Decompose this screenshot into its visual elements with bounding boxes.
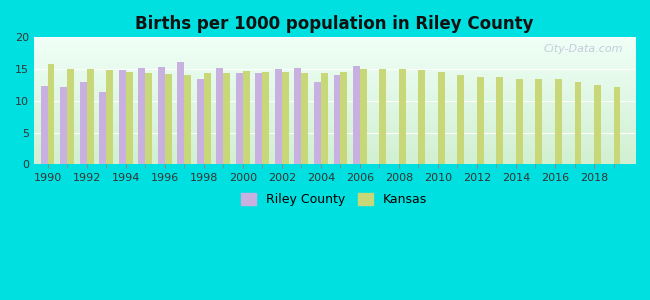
Bar [294,68,302,164]
Bar [575,82,581,164]
Bar [516,79,523,164]
Bar [438,72,445,164]
Bar [197,79,203,164]
Bar [125,72,133,164]
Bar [145,74,152,164]
Bar [60,87,67,164]
Bar [321,73,328,164]
Bar [80,82,86,164]
Bar [341,72,347,164]
Bar [353,66,360,164]
Bar [67,69,74,164]
Bar [99,92,106,164]
Bar [203,74,211,164]
Bar [477,77,484,164]
Text: City-Data.com: City-Data.com [543,44,623,54]
Bar [314,82,321,164]
Bar [223,73,230,164]
Bar [255,73,263,164]
Bar [380,69,386,164]
Bar [263,72,269,164]
Bar [177,62,184,164]
Bar [275,69,282,164]
Bar [164,74,172,164]
Bar [184,75,191,164]
Bar [216,68,223,164]
Bar [282,72,289,164]
Bar [333,75,341,164]
Bar [399,69,406,164]
Bar [458,75,464,164]
Bar [138,68,145,164]
Bar [360,69,367,164]
Bar [497,77,503,164]
Legend: Riley County, Kansas: Riley County, Kansas [237,188,432,211]
Bar [158,67,164,164]
Bar [302,73,308,164]
Bar [594,85,601,164]
Bar [243,71,250,164]
Bar [119,70,125,164]
Title: Births per 1000 population in Riley County: Births per 1000 population in Riley Coun… [135,15,534,33]
Bar [236,73,243,164]
Bar [419,70,425,164]
Bar [536,79,542,164]
Bar [47,64,55,164]
Bar [614,87,620,164]
Bar [106,70,113,164]
Bar [555,79,562,164]
Bar [41,86,47,164]
Bar [86,69,94,164]
